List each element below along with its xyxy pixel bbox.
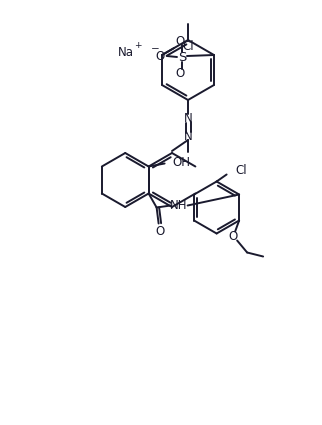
- Text: O: O: [229, 230, 238, 243]
- Text: OH: OH: [173, 156, 191, 169]
- Text: Cl: Cl: [236, 164, 247, 177]
- Text: O: O: [175, 34, 185, 48]
- Text: O: O: [175, 66, 185, 79]
- Text: N: N: [184, 111, 192, 125]
- Text: −: −: [151, 44, 159, 54]
- Text: Cl: Cl: [182, 40, 194, 53]
- Text: S: S: [178, 51, 186, 63]
- Text: N: N: [184, 130, 192, 142]
- Text: O: O: [155, 49, 165, 62]
- Text: NH: NH: [170, 199, 187, 212]
- Text: O: O: [155, 225, 164, 238]
- Text: Na: Na: [118, 45, 134, 59]
- Text: +: +: [134, 40, 142, 49]
